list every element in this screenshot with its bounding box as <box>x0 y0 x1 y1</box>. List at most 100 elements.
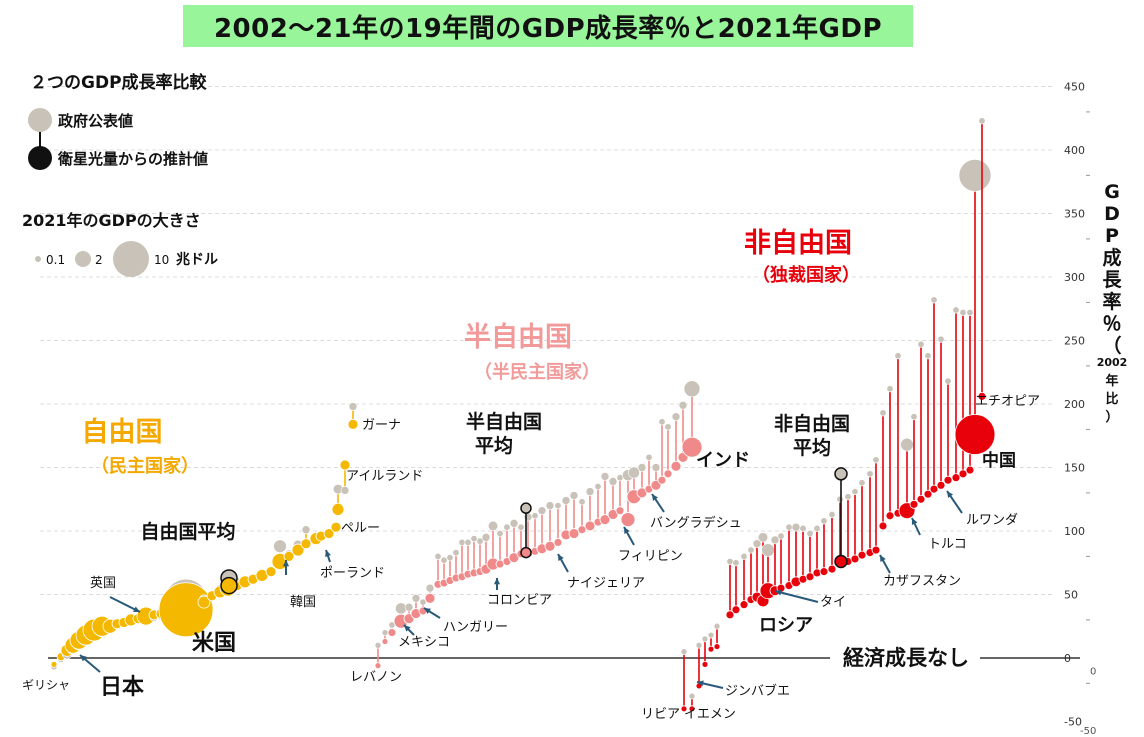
satellite-point <box>951 473 961 483</box>
notfree-average-label: 非自由国 <box>774 412 850 435</box>
official-point <box>900 437 914 452</box>
satellite-point <box>339 459 351 471</box>
official-point <box>752 539 762 549</box>
y-axis-label-char: 率 <box>1102 290 1121 313</box>
label-arrowhead <box>404 625 411 632</box>
official-point <box>937 335 945 343</box>
official-point <box>671 412 681 422</box>
satellite-point <box>323 528 335 539</box>
official-point <box>701 635 709 643</box>
satellite-point <box>857 550 867 560</box>
satellite-point <box>713 643 721 650</box>
official-point <box>695 641 703 649</box>
label-arrowhead <box>282 560 290 567</box>
y-axis-label-char: 年 <box>1105 373 1118 389</box>
official-point <box>959 309 967 317</box>
satellite-point <box>347 418 359 430</box>
data-series <box>50 117 996 713</box>
country-label: バングラデシュ <box>650 515 742 531</box>
annotations: 自由国 （民主国家） 半自由国 （半民主国家） 非自由国 （独裁国家） 自由国平均 半自由国平… <box>22 227 1040 722</box>
country-label: エチオピア <box>975 394 1040 409</box>
y-axis-label-char: D <box>1104 203 1120 225</box>
free-group-title: 自由国 <box>82 416 163 448</box>
satellite-point <box>965 465 975 475</box>
y-axis-label-char: G <box>1104 181 1120 203</box>
chart-title: 2002～21年の19年間のGDP成長率％と2021年GDP <box>213 13 883 44</box>
y-axis-label-char: 長 <box>1102 269 1122 291</box>
official-point <box>683 380 701 398</box>
satellite-point <box>731 605 741 615</box>
y-tick-label: 200 <box>1064 398 1085 411</box>
satellite-point <box>374 662 382 670</box>
official-point <box>585 487 595 496</box>
satellite-point <box>688 705 696 713</box>
y-axis: 450 400 350 300 250 200 150 100 50 0 -50 0 -50 GDP成長率… <box>1064 81 1127 737</box>
official-point <box>858 479 866 487</box>
label-arrowhead <box>80 655 87 662</box>
official-point <box>872 456 880 464</box>
y-tick-label: -50 <box>1064 716 1082 729</box>
country-label: メキシコ <box>398 635 450 650</box>
official-point <box>476 537 484 545</box>
y-tick-label: 100 <box>1064 525 1085 538</box>
official-point <box>440 556 448 564</box>
official-point <box>966 309 974 317</box>
official-point <box>600 472 610 481</box>
official-point <box>425 583 435 593</box>
satellite-point <box>424 592 436 604</box>
official-point <box>713 622 721 630</box>
official-point <box>452 549 460 557</box>
country-label: 中国 <box>982 450 1016 471</box>
official-point <box>374 641 382 649</box>
satellite-point <box>725 610 735 620</box>
average-satellite-point <box>834 554 848 569</box>
label-arrowhead <box>558 554 564 561</box>
official-point <box>458 538 466 546</box>
official-point <box>820 517 828 525</box>
satellite-point <box>568 528 580 539</box>
official-point <box>658 418 666 426</box>
satellite-point <box>291 543 305 557</box>
satellite-point <box>620 512 636 527</box>
official-point <box>446 554 454 562</box>
satellite-point <box>553 538 563 547</box>
official-point <box>726 557 734 565</box>
country-label: ジンバブエ <box>725 683 790 699</box>
label-arrowhead <box>947 491 954 498</box>
official-point <box>578 498 586 506</box>
legend-size-large-label: 10 <box>154 253 169 267</box>
official-point <box>503 523 511 531</box>
y-tick-label: 450 <box>1064 81 1085 94</box>
official-point <box>481 533 491 542</box>
legend-official-label: 政府公表値 <box>58 112 133 130</box>
y-axis-label-char: 比 <box>1105 391 1118 407</box>
y-axis-label-char: ） <box>1105 409 1118 425</box>
no-growth-bg <box>830 641 980 673</box>
official-point <box>952 306 960 314</box>
country-label: アイルランド <box>346 469 423 484</box>
average-official-point <box>520 502 532 514</box>
average-official-point <box>834 467 848 481</box>
official-point <box>348 402 358 411</box>
label-arrowhead <box>911 518 918 525</box>
label-arrowhead <box>697 680 704 687</box>
official-point <box>828 510 836 518</box>
official-point <box>836 495 844 503</box>
official-point <box>545 501 555 510</box>
satellite-point <box>954 414 996 455</box>
official-point <box>645 453 653 461</box>
official-point <box>340 486 350 495</box>
official-point <box>628 466 640 479</box>
official-point <box>537 506 547 515</box>
satellite-point <box>331 503 345 516</box>
official-point <box>930 296 938 304</box>
official-point <box>554 502 562 510</box>
official-point <box>404 602 414 612</box>
country-label: フィリピン <box>618 549 683 564</box>
notfree-average-label: 平均 <box>793 436 831 459</box>
satellite-point <box>929 484 939 494</box>
official-point <box>851 488 859 496</box>
label-arrowhead <box>624 527 630 534</box>
y-tick-label: 150 <box>1064 462 1085 475</box>
satellite-point <box>871 545 881 555</box>
